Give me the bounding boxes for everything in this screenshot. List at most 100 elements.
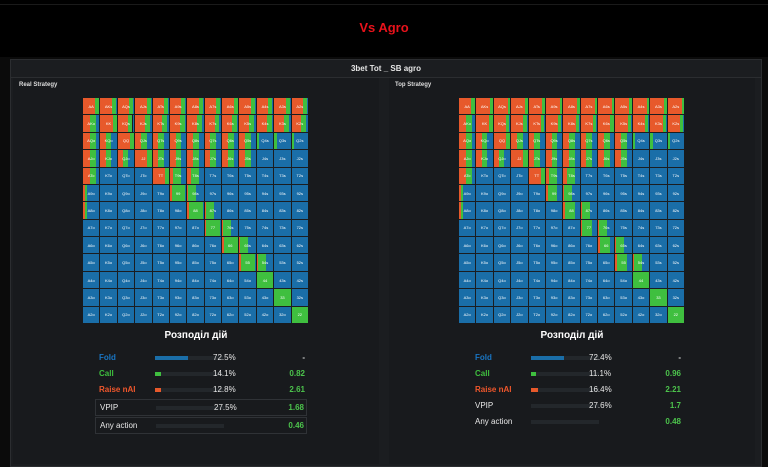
hand-cell: 65s — [239, 237, 256, 254]
hand-cell: 73o — [580, 289, 598, 306]
hand-label: J5o — [140, 260, 147, 266]
action-segment — [100, 271, 117, 289]
hand-label: A3o — [87, 294, 95, 300]
hand-cell: A5s — [239, 98, 256, 115]
action-segment — [459, 254, 476, 271]
stat-bar — [531, 420, 599, 424]
action-segment — [90, 115, 97, 132]
hand-label: Q8s — [191, 138, 200, 144]
action-segment — [256, 167, 274, 184]
hand-cell: 83s — [650, 202, 667, 219]
action-segment — [635, 132, 650, 150]
hand-label: KTs — [157, 121, 165, 127]
action-segment — [490, 98, 493, 115]
hand-label: A3s — [654, 103, 662, 109]
hand-label: T4o — [533, 277, 541, 283]
hand-cell: K6s — [222, 115, 239, 132]
hand-cell: KTo — [100, 167, 117, 184]
action-segment — [609, 132, 615, 150]
hand-cell: K7o — [100, 219, 117, 237]
action-segment — [274, 167, 291, 184]
action-segment — [222, 132, 228, 150]
hand-label: 97s — [585, 190, 593, 196]
hand-label: Q4o — [498, 277, 506, 283]
action-segment — [198, 150, 204, 167]
action-segment — [615, 150, 622, 167]
stat-label: VPIP — [100, 403, 119, 412]
hand-label: QJo — [122, 155, 130, 161]
hand-cell: AQs — [493, 98, 511, 115]
action-segment — [135, 167, 152, 184]
hand-cell: JJ — [135, 150, 152, 167]
hand-cell: QQ — [493, 132, 511, 150]
hand-label: A2o — [87, 312, 95, 318]
hand-cell: 42s — [291, 271, 308, 289]
action-segment — [187, 184, 189, 202]
hand-cell: J6o — [135, 237, 152, 254]
action-segment — [540, 115, 545, 132]
hand-cell: A6o — [459, 237, 476, 254]
action-segment — [210, 150, 217, 167]
stat-ev: 1.68 — [288, 403, 304, 412]
action-segment — [117, 237, 135, 254]
action-segment — [511, 132, 517, 150]
hand-label: 53o — [244, 294, 251, 300]
hand-label: K2s — [672, 121, 680, 127]
hand-label: 72s — [672, 225, 680, 231]
action-segment — [563, 254, 580, 271]
hand-label: J6s — [603, 155, 610, 161]
hand-cell: A3o — [83, 289, 100, 306]
hand-label: 64s — [261, 242, 269, 248]
action-segment — [239, 115, 250, 132]
hand-label: 52s — [296, 260, 304, 266]
action-segment — [266, 115, 272, 132]
action-segment — [575, 115, 579, 132]
action-segment — [589, 202, 598, 219]
hand-cell: K7s — [580, 115, 598, 132]
real-strategy-section: Real Strategy AA AKs AQs AJs ATs A9s A8s A7s A6s… — [13, 78, 379, 464]
hand-label: 84o — [192, 277, 199, 283]
hand-label: Q9o — [122, 190, 130, 196]
hand-cell: 54s — [256, 254, 274, 271]
action-segment — [582, 219, 593, 237]
hand-cell: T4o — [152, 271, 169, 289]
hand-label: J8s — [192, 155, 199, 161]
hand-label: 85o — [568, 260, 575, 266]
hand-label: 54s — [261, 260, 269, 266]
hand-label: 52o — [244, 312, 251, 318]
hand-label: 53s — [279, 260, 286, 266]
action-segment — [197, 115, 203, 132]
hand-cell: K4s — [632, 115, 650, 132]
action-segment — [100, 289, 117, 306]
hand-label: Q9s — [550, 138, 558, 144]
hand-range-grid: AA AKs AQs AJs ATs A9s A8s A7s A6s A5s A4s A3s A2s AK… — [459, 98, 684, 323]
action-segment — [547, 184, 558, 202]
action-segment — [545, 306, 563, 323]
hand-cell: T3s — [274, 167, 291, 184]
hand-label: Q7s — [209, 138, 217, 144]
action-segment — [241, 254, 255, 271]
action-segment — [213, 202, 222, 219]
hand-cell: J8o — [135, 202, 152, 219]
action-segment — [459, 167, 467, 184]
action-segment — [132, 115, 135, 132]
hand-cell: 76s — [598, 219, 615, 237]
action-segment — [152, 202, 169, 219]
hand-label: Q5o — [498, 260, 506, 266]
action-segment — [222, 98, 234, 115]
hand-cell: T3s — [650, 167, 667, 184]
action-segment — [152, 306, 169, 323]
hand-label: 62s — [672, 242, 680, 248]
action-segment — [223, 237, 238, 254]
hand-label: Q2s — [672, 138, 680, 144]
hand-cell: ATs — [528, 98, 545, 115]
action-segment — [459, 289, 476, 306]
hand-cell: 52o — [239, 306, 256, 323]
hand-label: 22 — [297, 312, 303, 318]
action-segment — [577, 98, 580, 115]
hand-cell: KJo — [476, 150, 493, 167]
action-segment — [632, 132, 636, 150]
action-segment — [466, 150, 473, 167]
hand-label: AQo — [463, 138, 472, 144]
hand-label: 94o — [174, 277, 182, 283]
